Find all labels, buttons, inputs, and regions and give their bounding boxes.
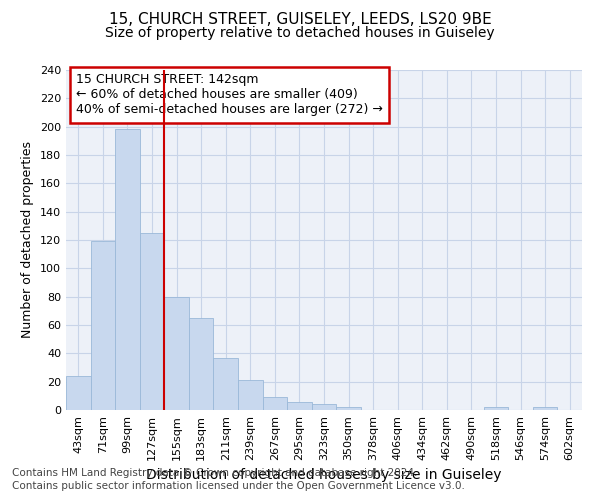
- Bar: [312, 404, 336, 410]
- Bar: [336, 407, 361, 410]
- Text: 15, CHURCH STREET, GUISELEY, LEEDS, LS20 9BE: 15, CHURCH STREET, GUISELEY, LEEDS, LS20…: [109, 12, 491, 28]
- Bar: [238, 380, 263, 410]
- Text: Contains public sector information licensed under the Open Government Licence v3: Contains public sector information licen…: [12, 481, 465, 491]
- Bar: [115, 130, 140, 410]
- Bar: [164, 296, 189, 410]
- Text: Contains HM Land Registry data © Crown copyright and database right 2024.: Contains HM Land Registry data © Crown c…: [12, 468, 418, 477]
- Bar: [484, 407, 508, 410]
- Bar: [91, 242, 115, 410]
- Bar: [287, 402, 312, 410]
- Bar: [214, 358, 238, 410]
- Bar: [263, 397, 287, 410]
- Bar: [533, 407, 557, 410]
- Bar: [66, 376, 91, 410]
- Bar: [140, 233, 164, 410]
- X-axis label: Distribution of detached houses by size in Guiseley: Distribution of detached houses by size …: [146, 468, 502, 482]
- Text: Size of property relative to detached houses in Guiseley: Size of property relative to detached ho…: [105, 26, 495, 40]
- Text: 15 CHURCH STREET: 142sqm
← 60% of detached houses are smaller (409)
40% of semi-: 15 CHURCH STREET: 142sqm ← 60% of detach…: [76, 74, 383, 116]
- Y-axis label: Number of detached properties: Number of detached properties: [22, 142, 34, 338]
- Bar: [189, 318, 214, 410]
